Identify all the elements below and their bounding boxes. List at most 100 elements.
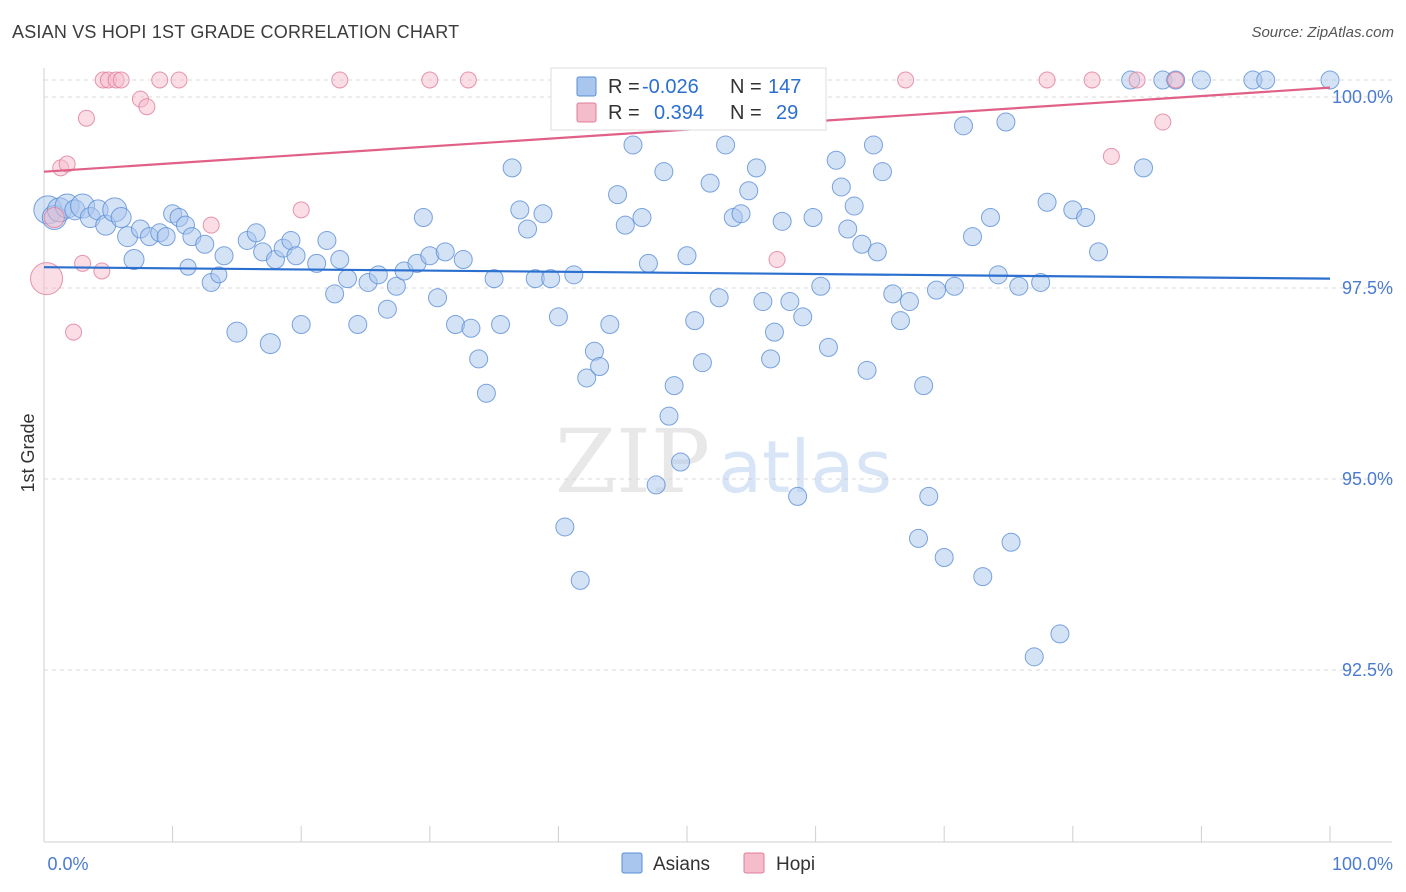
y-tick-label: 97.5% xyxy=(1342,278,1393,298)
asians-point xyxy=(996,112,1016,132)
hopi-point xyxy=(77,109,95,127)
hopi-point xyxy=(170,71,188,89)
y-tick-label: 92.5% xyxy=(1342,660,1393,680)
asians-point xyxy=(926,280,946,300)
hopi-point xyxy=(202,216,220,234)
asians-point xyxy=(632,208,652,228)
x-tick-label: 100.0% xyxy=(1332,854,1393,874)
asians-point xyxy=(330,250,350,270)
asians-point xyxy=(123,249,145,271)
asians-point xyxy=(156,227,176,247)
hopi-point xyxy=(1083,71,1101,89)
legend-n-value-1: 147 xyxy=(768,76,801,98)
asians-point xyxy=(1037,192,1057,212)
asians-point xyxy=(646,475,666,495)
asians-point xyxy=(1134,158,1154,178)
asians-point xyxy=(428,288,448,308)
legend-blue-swatch xyxy=(576,76,597,97)
legend-r-label-2: R = xyxy=(608,102,640,124)
hopi-point xyxy=(768,251,786,269)
asians-point xyxy=(623,135,643,155)
asians-point xyxy=(793,307,813,327)
asians-point xyxy=(564,265,584,285)
asians-point xyxy=(671,452,691,472)
y-tick-label: 95.0% xyxy=(1342,469,1393,489)
asians-point xyxy=(863,135,883,155)
hopi-point xyxy=(138,98,156,116)
hopi-point xyxy=(58,155,76,173)
asians-point xyxy=(772,211,792,231)
axis-layer: 92.5% 95.0% 97.5% 100.0% 0.0% 100.0% xyxy=(43,68,1393,874)
asians-point xyxy=(716,135,736,155)
asians-point xyxy=(872,162,892,182)
legend-n-value-2: 29 xyxy=(776,102,798,124)
x-tick-label: 0.0% xyxy=(47,854,88,874)
bottom-legend-asians: Asians xyxy=(653,854,710,875)
asians-point xyxy=(818,337,838,357)
hopi-point xyxy=(43,207,65,229)
asians-point xyxy=(533,204,553,224)
bottom-legend-hopi: Hopi xyxy=(776,854,815,875)
asians-point xyxy=(502,158,522,178)
asians-point xyxy=(973,567,993,587)
asians-point xyxy=(286,246,306,266)
asians-point xyxy=(325,284,345,304)
asians-point xyxy=(246,223,266,243)
asians-point xyxy=(753,292,773,312)
grid-layer xyxy=(44,79,1392,671)
asians-point xyxy=(226,321,248,343)
asians-point xyxy=(654,162,674,182)
asians-point xyxy=(867,242,887,262)
asians-point xyxy=(803,208,823,228)
asians-point xyxy=(700,173,720,193)
asians-point xyxy=(491,314,511,334)
hopi-point xyxy=(74,254,92,272)
hopi-point xyxy=(459,71,477,89)
hopi-point xyxy=(421,71,439,89)
asians-point xyxy=(638,253,658,273)
asians-point xyxy=(826,150,846,170)
hopi-point xyxy=(331,71,349,89)
asians-point xyxy=(1320,70,1340,90)
asians-point xyxy=(570,570,590,590)
asians-trend-line xyxy=(43,266,1331,280)
hopi-point xyxy=(151,71,169,89)
asians-point xyxy=(453,250,473,270)
asians-point xyxy=(510,200,530,220)
legend-box xyxy=(550,67,827,131)
asians-point xyxy=(179,258,197,276)
asians-point xyxy=(914,376,934,396)
asians-point xyxy=(844,196,864,216)
asians-point xyxy=(944,276,964,296)
asians-point xyxy=(953,116,973,136)
asians-point xyxy=(1191,70,1211,90)
y-tick-label: 100.0% xyxy=(1332,87,1393,107)
asians-point xyxy=(739,181,759,201)
asians-point xyxy=(780,292,800,312)
asians-point xyxy=(919,486,939,506)
asians-point xyxy=(608,185,628,205)
asians-point xyxy=(214,246,234,266)
asians-point xyxy=(883,284,903,304)
asians-point xyxy=(368,265,388,285)
asians-point xyxy=(857,360,877,380)
asians-point xyxy=(685,311,705,331)
asians-point xyxy=(291,314,311,334)
asians-point xyxy=(746,158,766,178)
top-legend: R = -0.026 N = 147 R = 0.394 N = 29 xyxy=(550,67,827,131)
legend-n-label-1: N = xyxy=(730,76,762,98)
asians-point xyxy=(1050,624,1070,644)
asians-point xyxy=(852,234,872,254)
asians-point xyxy=(548,307,568,327)
asians-point xyxy=(934,548,954,567)
hopi-point xyxy=(292,201,310,219)
hopi-point xyxy=(1154,113,1172,131)
asians-point xyxy=(541,269,561,289)
asians-point xyxy=(476,383,496,403)
bottom-legend-blue-swatch xyxy=(621,852,643,874)
hopi-point xyxy=(1102,147,1120,165)
asians-point xyxy=(195,234,215,254)
asians-point xyxy=(307,253,327,273)
asians-point xyxy=(413,208,433,228)
asians-point xyxy=(377,299,397,319)
